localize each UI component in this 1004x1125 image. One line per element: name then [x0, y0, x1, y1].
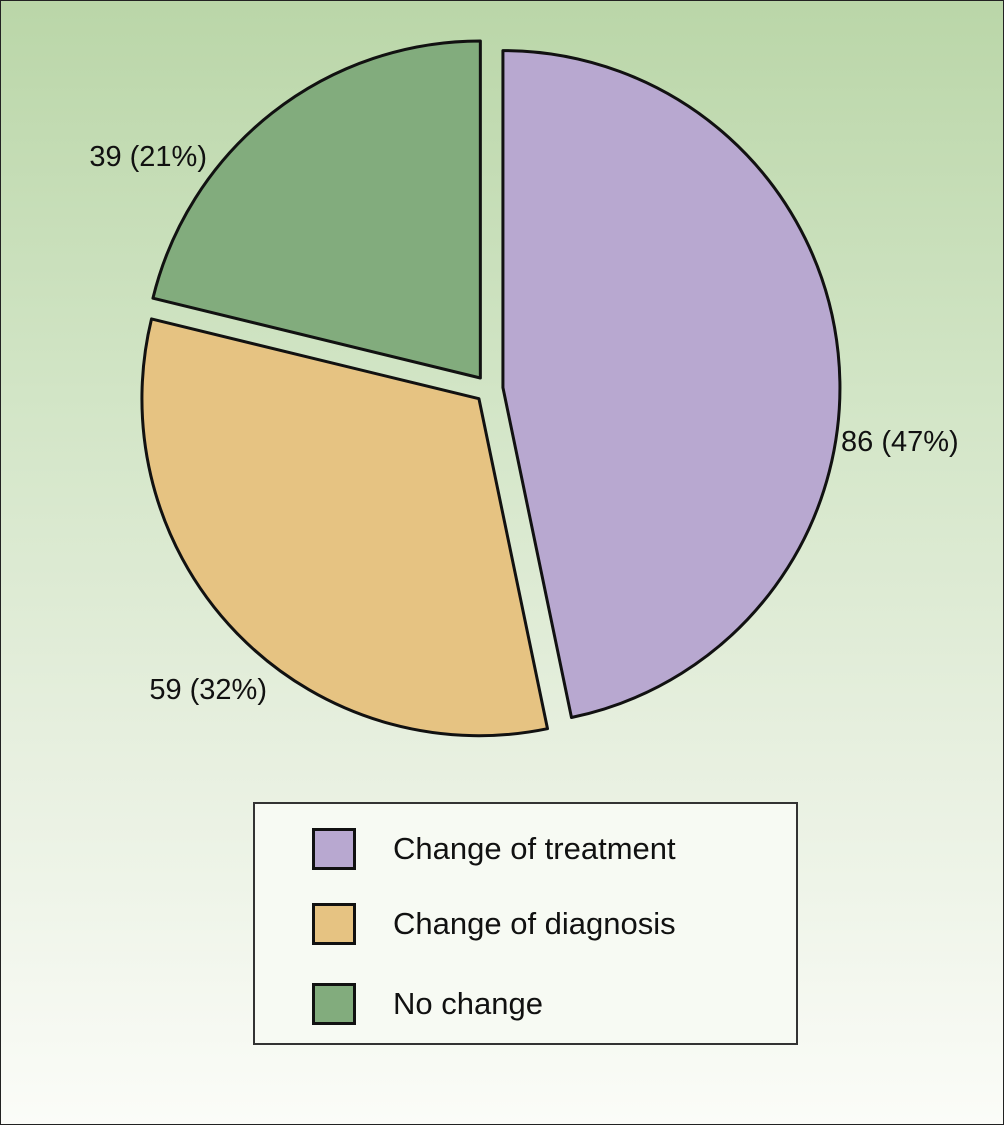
legend-item-no-change: No change — [312, 981, 543, 1027]
legend-label: Change of treatment — [393, 831, 676, 866]
slice-data-label: 59 (32%) — [149, 674, 267, 706]
legend-item-change-of-diagnosis: Change of diagnosis — [312, 901, 676, 947]
legend-swatch-change-of-treatment — [312, 828, 356, 870]
slice-change-of-treatment — [501, 49, 842, 720]
slice-data-label: 39 (21%) — [89, 141, 207, 173]
legend-swatch-no-change — [312, 983, 356, 1025]
slice-data-label: 86 (47%) — [841, 426, 959, 458]
legend-label: Change of diagnosis — [393, 906, 676, 941]
slice-no-change — [151, 39, 482, 380]
legend-label: No change — [393, 986, 543, 1021]
legend-swatch-change-of-diagnosis — [312, 903, 356, 945]
slice-change-of-diagnosis — [140, 317, 549, 738]
legend-item-change-of-treatment: Change of treatment — [312, 826, 676, 872]
legend: Change of treatment Change of diagnosis … — [253, 802, 798, 1045]
